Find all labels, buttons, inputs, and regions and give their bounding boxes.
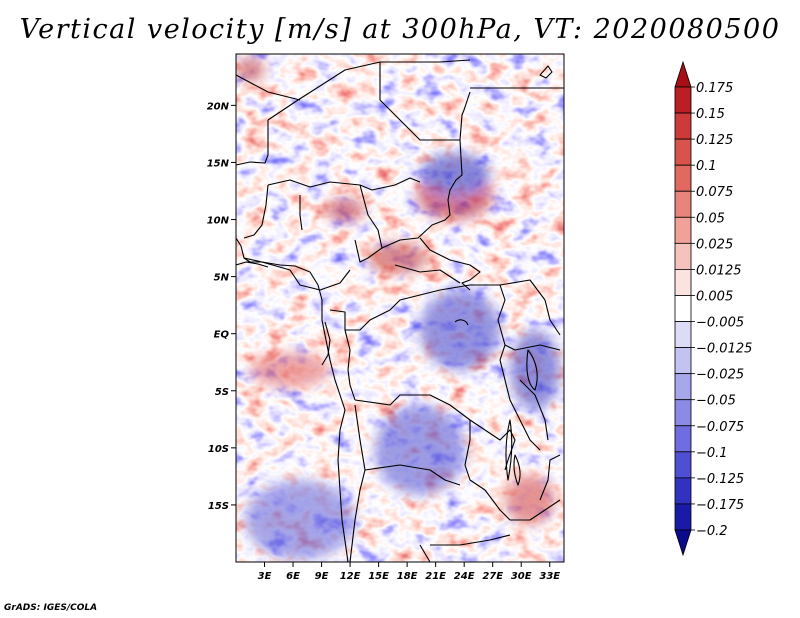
colorbar-swatch (674, 60, 692, 88)
lat-tick-label: 5N (214, 273, 230, 284)
grads-credit: GrADS: IGES/COLA (4, 603, 98, 613)
map-title: Vertical velocity [m/s] at 300hPa, VT: 2… (19, 14, 781, 45)
colorbar-swatch (674, 373, 692, 401)
colorbar-swatch (674, 269, 692, 296)
lat-tick-label: 5S (215, 387, 229, 398)
colorbar-label: 0.0125 (696, 263, 742, 278)
lat-tick-label: 10S (208, 444, 229, 455)
colorbar-label: −0.075 (696, 420, 744, 435)
colorbar-label: 0.025 (696, 237, 733, 252)
lon-tick-label: 6E (286, 571, 300, 582)
colorbar-label: 0.05 (696, 211, 725, 226)
colorbar-swatch (674, 216, 692, 244)
colorbar-label: 0.125 (696, 133, 733, 148)
colorbar-label: 0.175 (696, 81, 733, 96)
lat-tick-label: 20N (207, 101, 230, 112)
colorbar-swatch (674, 321, 692, 348)
lat-tick-label: EQ (214, 330, 230, 341)
longitude-axis: 3E 6E 9E 12E 15E 18E 21E 24E 27E 30E 33E (258, 562, 560, 582)
colorbar-swatch (674, 399, 692, 427)
lon-tick-label: 12E (340, 571, 361, 582)
lon-tick-label: 33E (539, 571, 560, 582)
lat-tick-label: 15S (208, 501, 229, 512)
colorbar: 0.175 0.15 0.125 0.1 0.075 0.05 0.025 0.0125 0.0… (674, 60, 752, 557)
lon-tick-label: 21E (425, 571, 446, 582)
colorbar-swatch (674, 477, 692, 505)
lon-tick-label: 27E (482, 571, 503, 582)
colorbar-label: −0.005 (696, 316, 744, 331)
colorbar-label: −0.175 (696, 498, 744, 513)
map-frame (235, 53, 565, 563)
colorbar-swatch (674, 347, 692, 375)
lon-tick-label: 15E (368, 571, 389, 582)
colorbar-swatch (674, 503, 692, 531)
colorbar-label: 0.15 (696, 107, 725, 122)
colorbar-swatch (674, 112, 692, 140)
colorbar-label: −0.1 (696, 446, 728, 461)
colorbar-label: 0.1 (696, 159, 717, 174)
colorbar-swatch (674, 138, 692, 166)
colorbar-swatch (674, 242, 692, 270)
colorbar-swatch (674, 164, 692, 192)
latitude-axis: 20N 15N 10N 5N EQ 5S 10S 15S (207, 101, 236, 512)
colorbar-label: 0.075 (696, 185, 733, 200)
colorbar-label: −0.0125 (696, 342, 752, 357)
country-boundaries (236, 59, 564, 562)
lat-tick-label: 15N (207, 158, 230, 169)
lon-tick-label: 24E (454, 571, 475, 582)
colorbar-swatch (674, 529, 692, 557)
colorbar-swatch (674, 86, 692, 114)
vertical-velocity-field (236, 54, 564, 562)
colorbar-label: 0.005 (696, 289, 733, 304)
colorbar-label: −0.05 (696, 394, 736, 409)
colorbar-swatch (674, 190, 692, 218)
lon-tick-label: 3E (258, 571, 272, 582)
colorbar-swatch (674, 425, 692, 453)
lat-tick-label: 10N (207, 216, 230, 227)
lon-tick-label: 9E (315, 571, 329, 582)
lon-tick-label: 30E (511, 571, 532, 582)
colorbar-label: −0.025 (696, 368, 744, 383)
colorbar-swatch (674, 295, 692, 322)
colorbar-label: −0.2 (696, 524, 728, 539)
colorbar-label: −0.125 (696, 472, 744, 487)
colorbar-swatch (674, 451, 692, 479)
lon-tick-label: 18E (397, 571, 418, 582)
